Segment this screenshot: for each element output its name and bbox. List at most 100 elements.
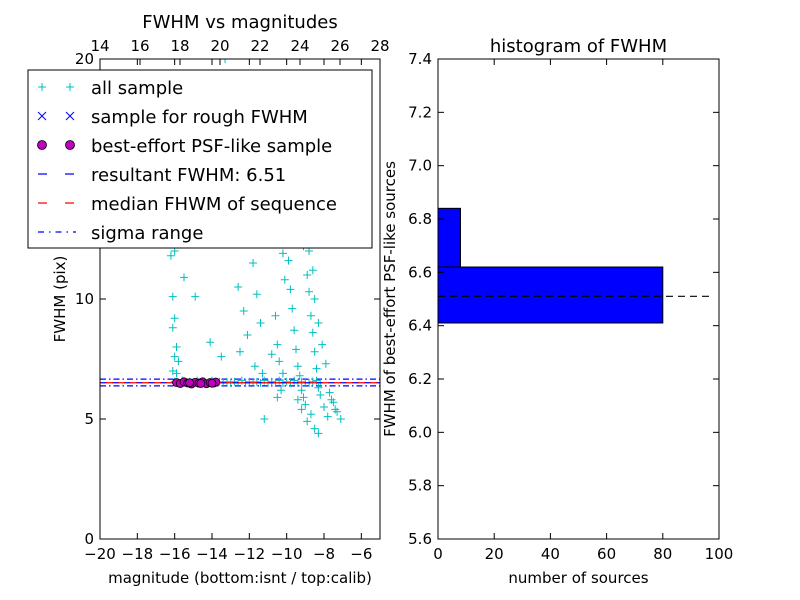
all-sample-point	[327, 395, 336, 404]
histogram-y-tick-label: 7.2	[408, 103, 432, 121]
all-sample-point	[250, 362, 259, 371]
histogram-bar	[437, 207, 461, 268]
histogram-bar	[437, 266, 664, 324]
all-sample-point	[267, 350, 276, 359]
histogram-y-tick-label: 6.6	[408, 263, 432, 281]
all-sample-point	[170, 352, 179, 361]
right-axes-frame	[437, 58, 720, 540]
histogram-x-tick-label: 40	[541, 545, 560, 563]
all-sample-point	[323, 412, 332, 421]
all-sample-point	[297, 405, 306, 414]
all-sample-point	[239, 307, 248, 315]
legend-plus-marker	[66, 83, 74, 91]
legend-item: median FHWM of sequence	[38, 194, 337, 215]
histogram-y-tick-label: 6.4	[408, 317, 432, 335]
all-sample-point	[245, 377, 254, 386]
psf-sample-point	[196, 379, 206, 388]
histogram-y-tick-label: 6.2	[408, 370, 432, 388]
all-sample-point	[310, 347, 319, 356]
all-sample-point	[288, 304, 297, 313]
left-chart-title: FWHM vs magnitudes	[142, 12, 337, 33]
all-sample-point	[310, 295, 319, 303]
psf-sample-point	[185, 378, 195, 388]
all-sample-point	[316, 391, 325, 399]
histogram-y-tick-label: 6.0	[408, 423, 432, 441]
all-sample-point	[282, 377, 291, 386]
bottom-x-tick-label: −6	[350, 545, 372, 563]
legend-label: sample for rough FWHM	[91, 107, 308, 128]
bottom-x-tick-label: −14	[196, 545, 228, 563]
all-sample-point	[314, 319, 323, 327]
histogram-y-tick-label: 7.0	[408, 157, 432, 175]
legend-x-marker	[37, 111, 47, 121]
y-tick-label: 5	[84, 410, 94, 428]
histogram-y-tick-label: 7.4	[408, 50, 432, 68]
all-sample-point	[252, 290, 261, 299]
all-sample-point	[174, 357, 183, 366]
legend-item: resultant FWHM: 6.51	[38, 165, 286, 186]
all-sample-point	[286, 285, 295, 294]
all-sample-point	[331, 405, 340, 414]
y-tick-label: 0	[84, 530, 94, 548]
right-chart-title: histogram of FWHM	[490, 36, 667, 57]
y-tick-label: 10	[75, 290, 94, 308]
all-sample-point	[292, 345, 300, 354]
fwhm-vs-magnitudes-panel: −20 −18 −16 −14 −12 −10 −8 −6 14 16 18 20 22 24 26 28 0 5…	[27, 12, 390, 587]
legend-label: resultant FWHM: 6.51	[91, 165, 286, 186]
all-sample-point	[273, 340, 282, 349]
bottom-x-tick-label: −18	[122, 545, 154, 563]
top-x-tick-label: 14	[90, 37, 109, 55]
legend-plus-marker	[38, 83, 46, 91]
all-sample-point	[273, 393, 282, 402]
all-sample-point	[325, 388, 334, 397]
histogram-x-tick-label: 80	[653, 545, 672, 563]
legend: all sample sample for rough FWHM best-effo…	[27, 69, 373, 249]
all-sample-point	[243, 331, 252, 339]
left-x-axis-label: magnitude (bottom:isnt / top:calib)	[108, 569, 372, 587]
all-sample-point	[312, 364, 321, 373]
legend-circle-marker	[37, 140, 47, 150]
all-sample-point	[168, 323, 177, 332]
top-x-tick-label: 24	[290, 37, 309, 55]
all-sample-point	[290, 326, 299, 335]
all-sample-point	[336, 415, 345, 423]
all-sample-point	[303, 271, 312, 279]
legend-item: sigma range	[38, 223, 203, 244]
bottom-x-tick-label: −20	[84, 545, 116, 563]
y-tick-label-top: 20	[75, 50, 94, 68]
all-sample-point	[230, 377, 239, 386]
all-sample-point	[321, 359, 330, 368]
all-sample-point	[168, 292, 177, 301]
top-x-tick-label: 20	[210, 37, 229, 55]
all-sample-point	[284, 256, 293, 265]
legend-label: sigma range	[91, 223, 203, 244]
all-sample-point	[191, 292, 200, 301]
all-sample-point	[172, 369, 181, 378]
legend-item: all sample	[38, 78, 183, 99]
bottom-x-tick-label: −12	[234, 545, 266, 563]
left-plot-area	[100, 59, 380, 438]
right-x-axis-label: number of sources	[508, 569, 648, 587]
psf-sample-point	[207, 378, 217, 388]
fwhm-histogram-panel: 0 20 40 60 80 100 5.6 5.8 6.0 6.2 6.4 6.6 6.8 7.0 7.2 7…	[381, 36, 733, 587]
all-sample-point	[295, 371, 304, 380]
top-x-tick-label: 16	[130, 37, 149, 55]
top-x-tick-label: 18	[170, 37, 189, 55]
all-sample-point	[166, 251, 175, 260]
histogram-x-tick-label: 60	[597, 545, 616, 563]
bottom-x-tick-label: −16	[159, 545, 191, 563]
all-sample-point	[299, 393, 308, 402]
legend-label: all sample	[91, 78, 183, 99]
legend-box	[27, 69, 373, 249]
all-sample-point	[305, 287, 314, 296]
top-x-tick-label: 22	[250, 37, 269, 55]
right-y-axis-label: FWHM of best-effort PSF-like sources	[381, 161, 399, 437]
all-sample-point	[297, 386, 306, 395]
all-sample-point	[252, 377, 261, 386]
histogram-y-tick-label: 5.8	[408, 477, 432, 495]
all-sample-point	[308, 377, 317, 386]
legend-label: median FHWM of sequence	[91, 194, 337, 215]
all-sample-point	[277, 386, 286, 395]
all-sample-point	[301, 400, 310, 409]
